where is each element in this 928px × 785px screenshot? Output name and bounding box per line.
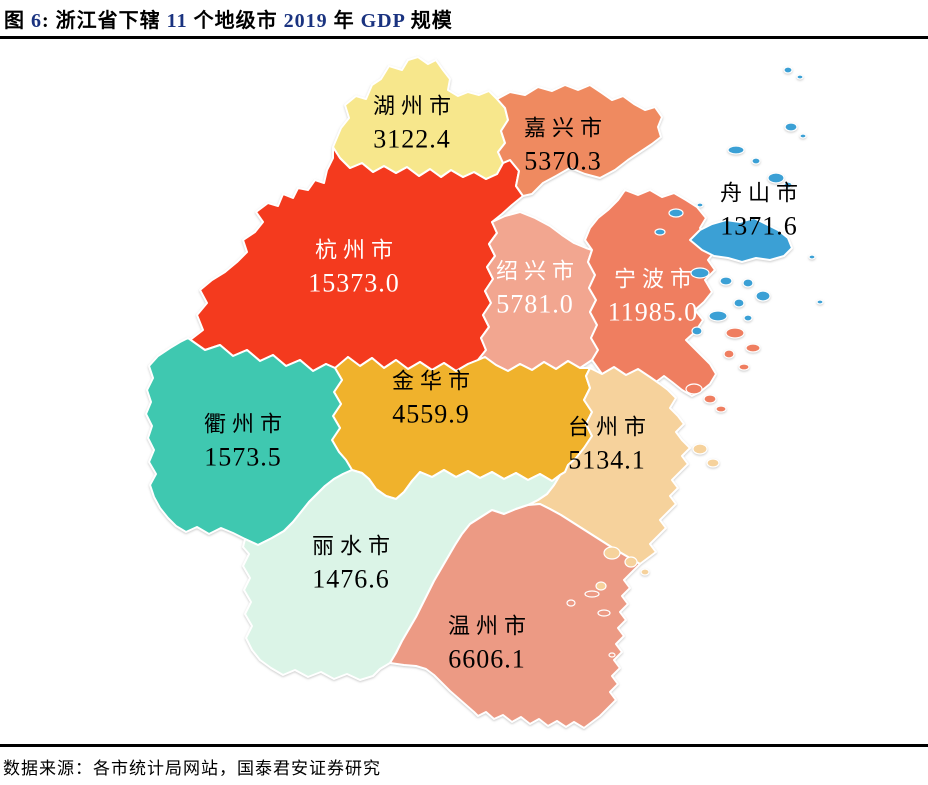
city-name: 绍兴市	[495, 258, 581, 284]
city-name: 金华市	[391, 368, 477, 394]
label-lishui: 丽水市 1476.6	[306, 532, 396, 597]
title-segment: 6	[31, 10, 42, 32]
title-segment: 11	[166, 10, 188, 32]
city-gdp: 4559.9	[392, 399, 470, 429]
label-ningbo: 宁波市 11985.0	[608, 265, 699, 330]
city-name: 台州市	[567, 414, 653, 440]
label-shaoxing: 绍兴市 5781.0	[490, 257, 580, 322]
island-taizhou	[706, 458, 720, 468]
city-gdp: 11985.0	[607, 297, 699, 327]
island-wenzhou	[597, 609, 611, 617]
island-ningbo	[738, 363, 750, 371]
zhejiang-map: 杭州市 15373.0 湖州市 3122.4 嘉兴市 5370.3 绍兴市 57…	[0, 40, 928, 740]
label-wenzhou: 温州市 6606.1	[442, 612, 532, 677]
city-gdp: 1573.5	[204, 442, 282, 472]
city-name: 衢州市	[203, 411, 289, 437]
island-zhoushan	[767, 172, 785, 184]
island-zhoushan	[696, 202, 704, 208]
island-zhoushan	[784, 122, 798, 132]
zhejiang-map-svg	[145, 56, 824, 729]
island-zhoushan	[708, 310, 728, 322]
island-ningbo	[723, 349, 735, 359]
city-name: 杭州市	[314, 237, 399, 263]
city-gdp: 5134.1	[568, 445, 646, 475]
island-zhoushan	[783, 181, 793, 189]
title-segment: 图	[4, 10, 31, 32]
city-gdp: 3122.4	[373, 124, 451, 154]
label-zhoushan: 舟山市 1371.6	[714, 179, 804, 244]
island-taizhou	[624, 556, 638, 568]
title-segment: 规模	[404, 10, 453, 32]
title-underline	[0, 36, 928, 39]
data-source: 数据来源：各市统计局网站，国泰君安证券研究	[3, 759, 381, 778]
title-segment: 个地级市	[187, 10, 284, 32]
city-name: 嘉兴市	[523, 115, 609, 141]
island-zhoushan	[691, 326, 703, 336]
title-segment: 浙江省下辖	[55, 10, 167, 32]
region-taizhou	[527, 366, 691, 565]
region-zhoushan	[689, 217, 793, 263]
island-ningbo	[745, 343, 761, 353]
island-zhoushan	[668, 208, 684, 218]
label-jiaxing: 嘉兴市 5370.3	[518, 114, 608, 179]
island-zhoushan	[783, 66, 793, 74]
title-segment: GDP	[360, 10, 405, 32]
city-gdp: 5370.3	[524, 146, 602, 176]
island-taizhou	[640, 568, 650, 576]
island-zhoushan	[727, 145, 745, 155]
island-wenzhou	[608, 652, 616, 658]
city-gdp: 1476.6	[312, 564, 390, 594]
title-segment: 年	[327, 10, 361, 32]
label-quzhou: 衢州市 1573.5	[198, 410, 288, 475]
label-taizhou: 台州市 5134.1	[562, 413, 652, 478]
label-hangzhou: 杭州市 15373.0	[308, 236, 400, 301]
region-ningbo	[584, 189, 717, 397]
island-zhoushan	[799, 133, 807, 139]
island-zhoushan	[742, 278, 754, 288]
city-name: 温州市	[447, 613, 533, 639]
city-gdp: 5781.0	[496, 289, 574, 319]
island-zhoushan	[733, 298, 745, 308]
city-gdp: 1371.6	[720, 211, 798, 241]
island-zhoushan	[796, 74, 804, 80]
title-segment: :	[42, 10, 56, 32]
title-segment: 2019	[283, 10, 328, 32]
city-name: 宁波市	[613, 266, 699, 292]
island-zhoushan	[755, 290, 771, 302]
island-taizhou	[603, 546, 621, 560]
region-jiaxing	[496, 84, 663, 197]
city-name: 舟山市	[719, 180, 805, 206]
city-name: 湖州市	[372, 93, 458, 119]
island-wenzhou	[584, 590, 600, 598]
island-zhoushan	[690, 267, 710, 279]
island-taizhou	[692, 443, 708, 455]
city-gdp: 6606.1	[448, 644, 526, 674]
region-wenzhou	[389, 503, 641, 729]
figure-title: 图 6: 浙江省下辖 11 个地级市 2019 年 GDP 规模	[4, 4, 924, 33]
city-gdp: 15373.0	[308, 268, 400, 298]
label-huzhou: 湖州市 3122.4	[367, 92, 457, 157]
island-wenzhou	[566, 599, 576, 607]
island-zhoushan	[654, 228, 666, 236]
city-name: 丽水市	[311, 533, 397, 559]
island-ningbo	[715, 405, 727, 413]
island-zhoushan	[751, 157, 761, 165]
island-zhoushan	[743, 314, 753, 322]
island-ningbo	[725, 327, 745, 339]
island-zhoushan	[816, 299, 824, 305]
label-jinhua: 金华市 4559.9	[386, 367, 476, 432]
island-ningbo	[703, 394, 717, 404]
island-taizhou	[595, 581, 607, 591]
island-ningbo	[685, 383, 703, 395]
source-divider	[0, 744, 928, 747]
island-zhoushan	[808, 254, 816, 260]
island-zhoushan	[719, 276, 733, 286]
